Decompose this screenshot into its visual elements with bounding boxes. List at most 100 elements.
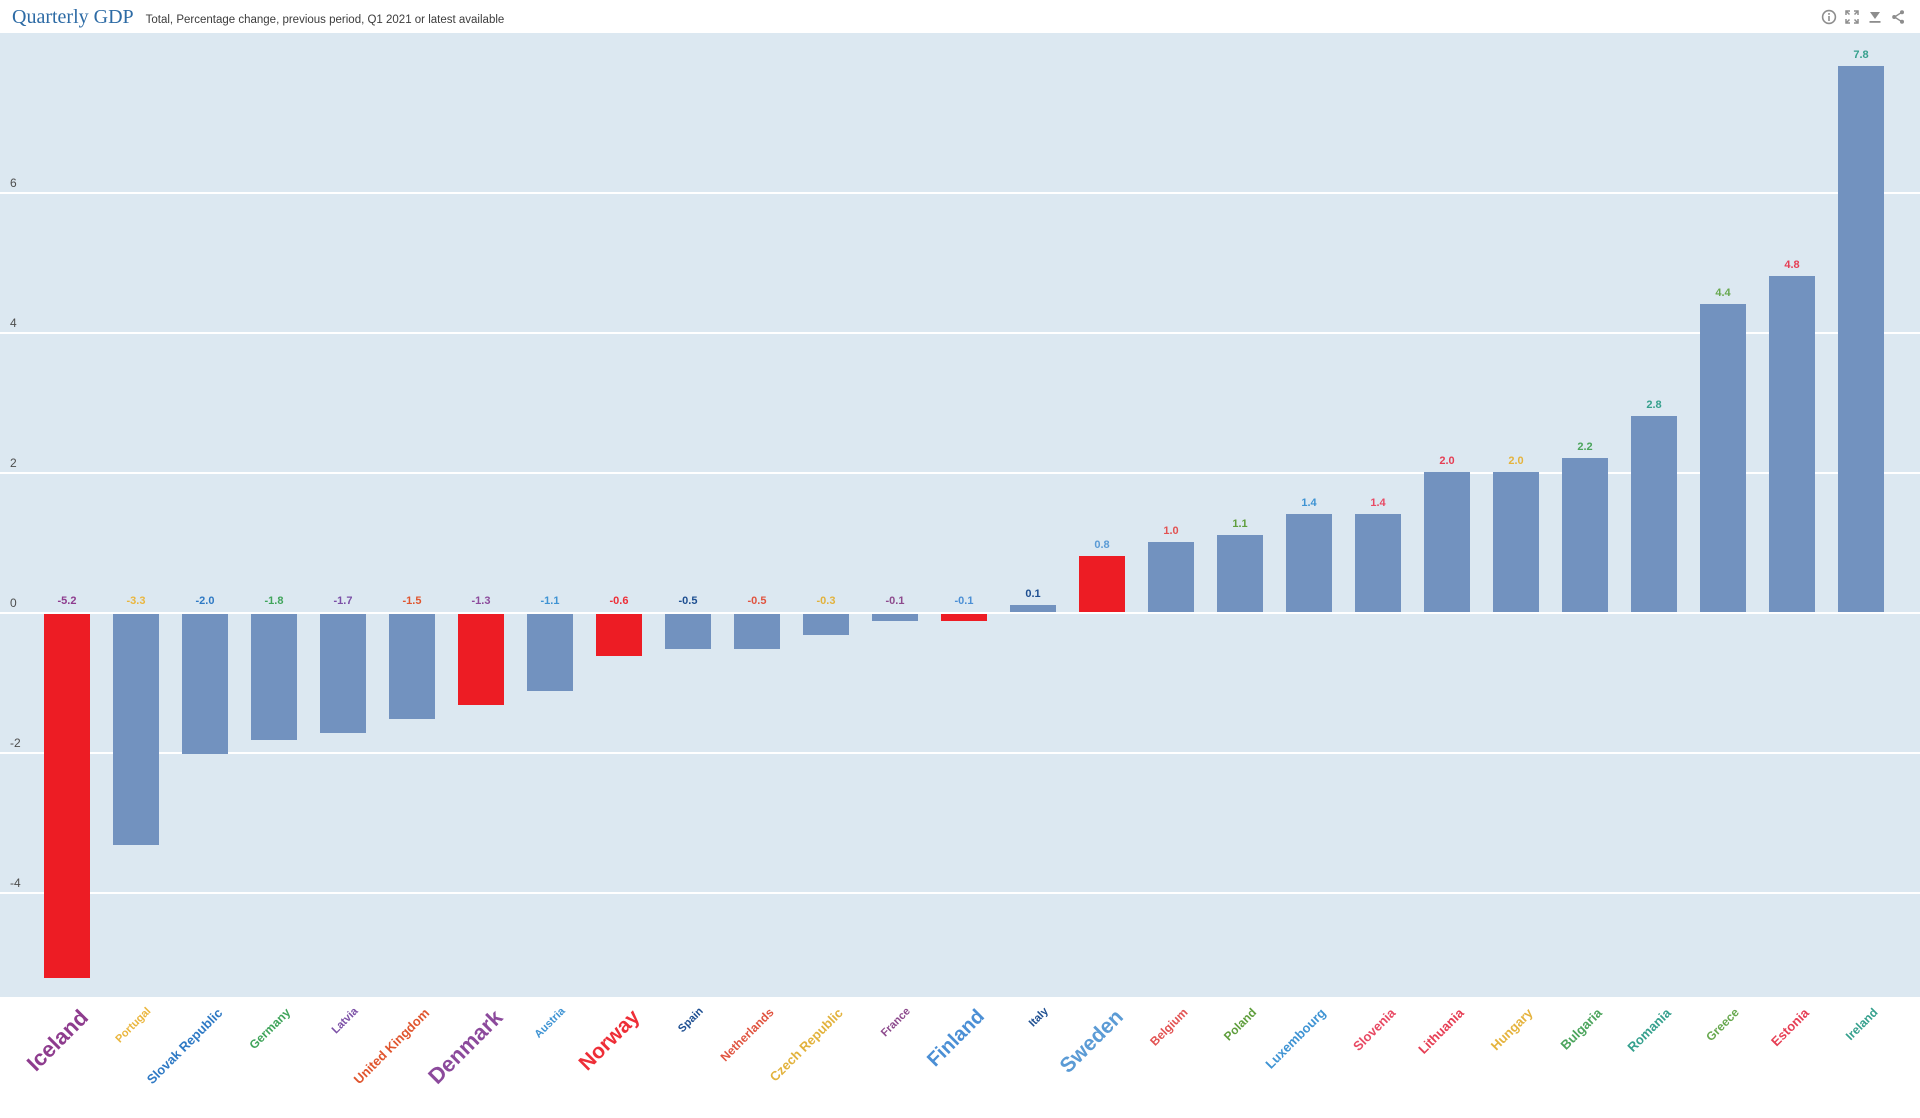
x-label-luxembourg[interactable]: Luxembourg [1262,1005,1329,1072]
x-label-spain[interactable]: Spain [676,1005,706,1035]
gridline [0,892,1920,894]
fullscreen-icon[interactable] [1844,9,1860,25]
bar-spain[interactable] [665,614,711,649]
bar-czech-republic[interactable] [803,614,849,635]
bar-value-label: 0.1 [1025,588,1041,600]
x-label-france[interactable]: France [878,1005,913,1040]
x-label-sweden[interactable]: Sweden [1055,1005,1128,1078]
y-tick-label: -2 [10,736,21,750]
bar-denmark[interactable] [458,614,504,705]
bar-ireland[interactable] [1838,66,1884,612]
x-label-greece[interactable]: Greece [1703,1005,1743,1044]
x-label-norway[interactable]: Norway [574,1005,645,1076]
bar-value-label: -1.5 [402,595,422,607]
bar-value-label: 0.8 [1094,539,1110,551]
x-label-netherlands[interactable]: Netherlands [717,1005,777,1065]
bar-bulgaria[interactable] [1562,458,1608,612]
y-tick-label: 2 [10,456,17,470]
bar-estonia[interactable] [1769,276,1815,612]
x-label-italy[interactable]: Italy [1026,1005,1051,1030]
bar-greece[interactable] [1700,304,1746,612]
bar-value-label: -0.6 [609,595,629,607]
x-label-poland[interactable]: Poland [1220,1005,1260,1044]
gridline [0,332,1920,334]
bar-lithuania[interactable] [1424,472,1470,612]
app-header: Quarterly GDP Total, Percentage change, … [0,0,1920,33]
bar-austria[interactable] [527,614,573,691]
x-label-ireland[interactable]: Ireland [1842,1005,1881,1044]
bar-value-label: 1.4 [1370,497,1386,509]
bar-slovak-republic[interactable] [182,614,228,754]
x-label-lithuania[interactable]: Lithuania [1415,1005,1467,1057]
bar-poland[interactable] [1217,535,1263,612]
bar-value-label: -1.1 [540,595,560,607]
bar-value-label: -0.5 [747,595,767,607]
bar-portugal[interactable] [113,614,159,845]
x-label-austria[interactable]: Austria [532,1005,568,1041]
bar-value-label: 4.4 [1715,287,1731,299]
bar-france[interactable] [872,614,918,621]
bar-value-label: 2.2 [1577,441,1593,453]
bar-sweden[interactable] [1079,556,1125,612]
gridline [0,612,1920,614]
bar-iceland[interactable] [44,614,90,978]
bar-norway[interactable] [596,614,642,656]
bar-value-label: -3.3 [126,595,146,607]
bar-value-label: -1.8 [264,595,284,607]
plot-area: 6 4 2 0 -2 -4 -5.2 -3.3 -2.0 -1.8 -1.7 -1.5 -1.3 -1.1… [0,33,1920,997]
y-tick-label: -4 [10,876,21,890]
bar-belgium[interactable] [1148,542,1194,612]
x-label-latvia[interactable]: Latvia [329,1005,361,1037]
bar-value-label: 2.8 [1646,399,1662,411]
download-icon[interactable] [1867,9,1883,25]
x-label-slovenia[interactable]: Slovenia [1349,1005,1398,1054]
bar-slovenia[interactable] [1355,514,1401,612]
bar-united-kingdom[interactable] [389,614,435,719]
x-label-denmark[interactable]: Denmark [423,1004,508,1089]
gridline [0,472,1920,474]
bar-value-label: -0.5 [678,595,698,607]
bar-value-label: -2.0 [195,595,215,607]
gridline [0,752,1920,754]
bar-value-label: 1.1 [1232,518,1248,530]
bar-romania[interactable] [1631,416,1677,612]
x-label-united-kingdom[interactable]: United Kingdom [350,1005,432,1087]
x-label-hungary[interactable]: Hungary [1488,1005,1536,1054]
y-tick-label: 4 [10,316,17,330]
bar-value-label: 2.0 [1508,455,1524,467]
x-label-portugal[interactable]: Portugal [113,1005,154,1046]
share-icon[interactable] [1890,9,1906,25]
header-toolbar [1821,9,1906,25]
bar-value-label: -0.1 [954,595,974,607]
bar-value-label: -0.3 [816,595,836,607]
bar-value-label: -1.3 [471,595,491,607]
bar-latvia[interactable] [320,614,366,733]
chart-title: Quarterly GDP [12,6,134,28]
bar-italy[interactable] [1010,605,1056,612]
y-tick-label: 0 [10,596,17,610]
y-tick-label: 6 [10,176,17,190]
bar-value-label: 2.0 [1439,455,1455,467]
chart-subtitle: Total, Percentage change, previous perio… [145,14,505,26]
x-label-czech-republic[interactable]: Czech Republic [766,1005,846,1085]
x-label-belgium[interactable]: Belgium [1146,1005,1191,1049]
x-label-slovak-republic[interactable]: Slovak Republic [143,1005,225,1087]
bar-hungary[interactable] [1493,472,1539,612]
gridline [0,192,1920,194]
x-label-germany[interactable]: Germany [246,1005,294,1052]
x-label-finland[interactable]: Finland [923,1005,989,1072]
x-label-estonia[interactable]: Estonia [1768,1005,1812,1050]
bar-value-label: -1.7 [333,595,353,607]
bar-finland[interactable] [941,614,987,621]
x-label-iceland[interactable]: Iceland [21,1004,94,1076]
x-label-romania[interactable]: Romania [1624,1005,1674,1055]
bar-germany[interactable] [251,614,297,740]
bar-value-label: 1.0 [1163,525,1179,537]
bar-value-label: 4.8 [1784,259,1800,271]
bar-value-label: -0.1 [885,595,905,607]
x-label-bulgaria[interactable]: Bulgaria [1557,1005,1605,1053]
info-icon[interactable] [1821,9,1837,25]
bar-netherlands[interactable] [734,614,780,649]
bar-luxembourg[interactable] [1286,514,1332,612]
